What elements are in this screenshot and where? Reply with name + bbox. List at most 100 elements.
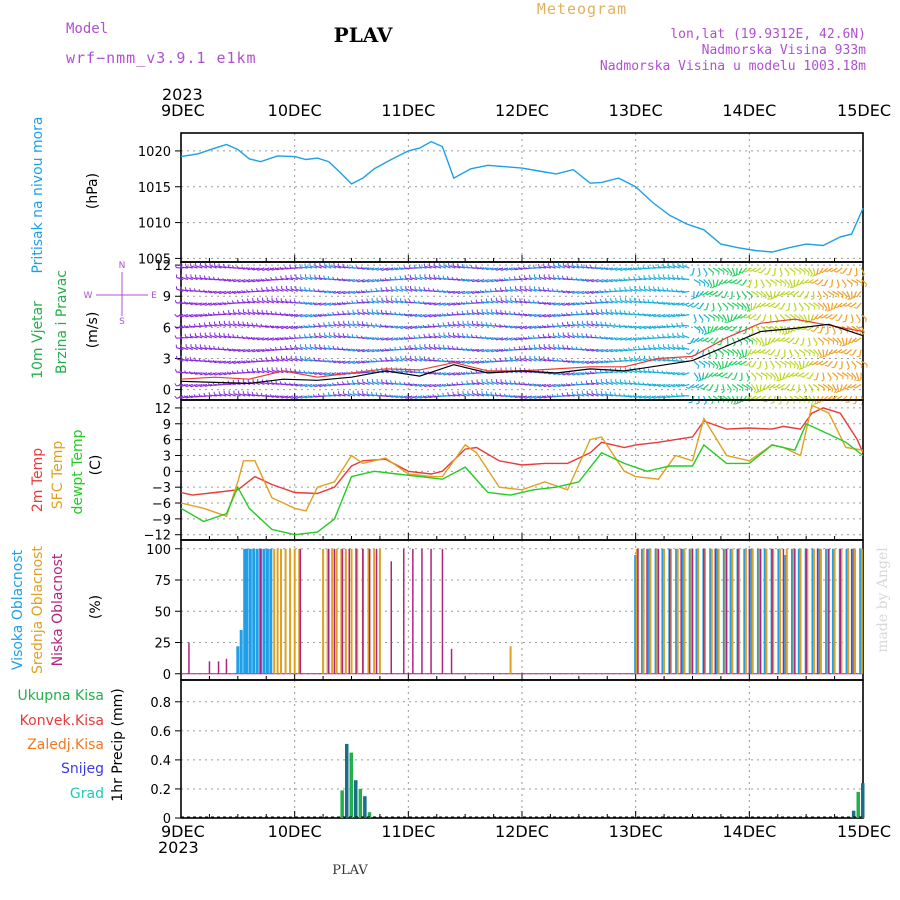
wind-barb-flag: [274, 394, 278, 398]
wind-barb-flag: [513, 394, 516, 398]
wind-barb-flag: [370, 288, 373, 292]
wind-barb: [803, 314, 808, 322]
wind-barb: [534, 358, 542, 362]
wind-barb: [291, 288, 298, 292]
wind-barb-flag: [836, 377, 839, 381]
wind-barb-flag: [589, 348, 593, 352]
wind-barb: [682, 347, 690, 351]
wind-barb-flag: [451, 276, 454, 280]
wind-barb-flag: [465, 300, 468, 305]
wind-barb-flag: [736, 353, 739, 357]
wind-barb-flag: [643, 298, 645, 302]
wind-barb-flag: [313, 288, 316, 292]
wind-barb-flag: [818, 306, 820, 310]
wind-barb-flag: [746, 309, 750, 312]
wind-barb-flag: [528, 299, 531, 303]
wind-barb-flag: [852, 402, 856, 405]
wind-barb: [224, 323, 232, 327]
wind-barb-flag: [766, 304, 770, 308]
wind-barb-flag: [756, 341, 758, 345]
wind-barb-flag: [793, 309, 797, 312]
high-cloud-bar: [756, 548, 760, 674]
wind-barb: [822, 383, 830, 389]
wind-barb: [682, 324, 690, 327]
wind-barb-flag: [336, 277, 340, 281]
wind-barb-flag: [404, 275, 407, 279]
mid-cloud-bar: [663, 548, 666, 674]
wind-barb-flag: [580, 347, 583, 351]
wind-barb-flag: [465, 347, 469, 351]
wind-barb: [668, 335, 676, 339]
wind-barb-flag: [796, 366, 800, 370]
wind-barb-flag: [222, 347, 225, 351]
wind-barb-flag: [570, 290, 574, 294]
wind-barb-flag: [741, 306, 744, 311]
wind-barb-flag: [642, 325, 645, 329]
wind-barb: [567, 324, 575, 327]
wind-barb: [770, 337, 776, 344]
wind-barb-flag: [461, 381, 464, 385]
wind-barb-flag: [399, 381, 402, 385]
wind-barb-flag: [767, 341, 772, 344]
wind-barb: [362, 323, 370, 327]
wind-barb-flag: [217, 360, 220, 364]
wind-barb: [765, 279, 772, 285]
wind-barb-flag: [829, 317, 833, 320]
wind-barb-flag: [853, 274, 858, 277]
compass-south: S: [119, 317, 125, 327]
wind-barb: [827, 337, 835, 342]
wind-barb-flag: [332, 391, 335, 395]
high-cloud-bar: [239, 630, 243, 674]
wind-barb-flag: [308, 314, 311, 318]
wind-barb-flag: [508, 267, 512, 271]
wind-barb-flag: [609, 288, 612, 292]
wind-barb: [682, 334, 690, 339]
wind-barb-flag: [288, 395, 292, 399]
wind-barb-flag: [791, 286, 795, 289]
wind-barb: [381, 348, 389, 352]
wind-barb-flag: [656, 383, 660, 387]
wind-barb: [286, 383, 294, 386]
wind-barb: [434, 346, 442, 351]
model-altitude-label: Nadmorska Visina u modelu 1003.18m: [600, 59, 866, 74]
wind-barb-flag: [275, 276, 277, 280]
wind-barb: [610, 300, 618, 304]
wind-barb-flag: [742, 387, 744, 392]
year-label-top: 2023: [162, 85, 203, 104]
wind-barb: [190, 276, 198, 281]
low-cloud-bar: [657, 548, 660, 674]
wind-barb-flag: [767, 296, 770, 300]
wind-barb-flag: [561, 322, 564, 326]
wind-barb-flag: [269, 347, 273, 351]
wind-barb-flag: [556, 358, 559, 362]
wind-barb-flag: [442, 322, 445, 326]
wind-barb-flag: [298, 383, 302, 387]
wind-barb-flag: [436, 383, 440, 387]
wind-barb: [741, 302, 747, 309]
wind-barb-flag: [226, 278, 230, 282]
wind-barb: [491, 311, 499, 316]
wind-barb: [219, 335, 227, 339]
wind-barb-flag: [432, 323, 435, 327]
wind-barb-flag: [720, 367, 724, 370]
wind-barb-flag: [255, 267, 259, 271]
high-cloud-bar: [852, 548, 856, 674]
wind-barb: [687, 302, 695, 308]
wind-barb: [856, 302, 862, 309]
wind-barb: [847, 337, 853, 345]
wind-barb: [224, 372, 232, 376]
wind-barb: [548, 265, 556, 269]
wind-barb-flag: [179, 369, 182, 373]
wind-barb-flag: [466, 380, 468, 384]
wind-barb-flag: [451, 311, 454, 316]
wind-barb-flag: [824, 308, 828, 312]
wind-barb-flag: [394, 380, 397, 384]
wind-barb: [644, 383, 652, 386]
wind-barb: [808, 384, 814, 391]
wind-barb: [276, 288, 284, 292]
wind-barb-flag: [541, 324, 545, 328]
wind-barb: [367, 300, 375, 304]
wind-barb: [543, 265, 552, 269]
high-cloud-bar: [675, 548, 679, 674]
wind-barb-flag: [724, 376, 728, 379]
